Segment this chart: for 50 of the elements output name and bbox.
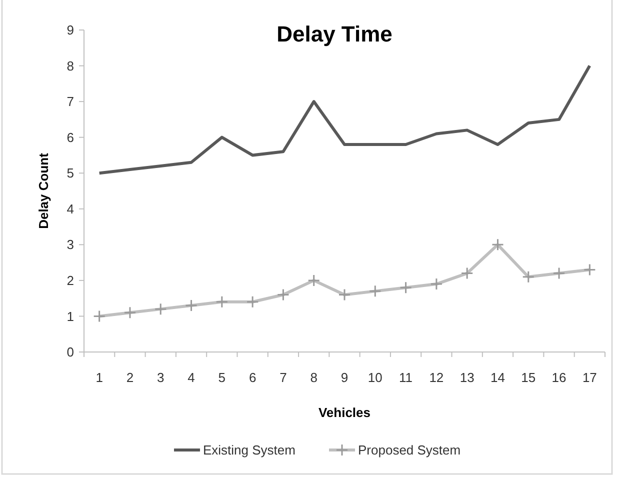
x-tick-label: 10 <box>368 370 382 385</box>
y-tick-label: 6 <box>66 130 74 145</box>
point <box>246 296 259 308</box>
point <box>552 267 566 280</box>
x-tick-label: 5 <box>218 370 226 385</box>
y-tick-label: 2 <box>66 272 74 288</box>
x-tick-label: 12 <box>429 370 444 385</box>
point <box>430 278 443 290</box>
y-tick-label: 5 <box>66 166 74 181</box>
y-tick-label: 3 <box>66 237 74 252</box>
x-tick-label: 14 <box>490 370 505 385</box>
x-tick-label: 15 <box>521 370 536 385</box>
y-tick-label: 9 <box>66 22 74 38</box>
point <box>368 284 382 298</box>
point <box>185 299 198 312</box>
point <box>338 288 351 302</box>
point <box>400 281 412 294</box>
y-tick-label: 4 <box>66 201 74 216</box>
x-tick-label: 8 <box>310 370 318 385</box>
y-tick-label: 7 <box>66 94 74 110</box>
point <box>460 267 474 280</box>
x-tick-label: 16 <box>552 370 566 385</box>
x-tick-label: 7 <box>280 370 287 385</box>
y-axis-title: Delay Count <box>36 152 51 229</box>
line-series <box>98 64 592 175</box>
point <box>308 274 320 287</box>
point <box>93 310 106 322</box>
x-tick-label: 2 <box>126 370 134 385</box>
point <box>154 302 167 316</box>
x-tick-label: 9 <box>340 370 348 385</box>
x-tick-label: 13 <box>460 370 474 385</box>
x-tick-label: 3 <box>157 370 164 385</box>
chart-title: Delay Time <box>276 22 392 47</box>
x-tick-label: 11 <box>399 370 413 385</box>
legend-label: Existing System <box>203 442 296 458</box>
y-tick-label: 0 <box>66 344 74 360</box>
y-tick-label: 1 <box>66 308 74 324</box>
point <box>216 296 228 308</box>
x-tick-label: 4 <box>188 370 195 385</box>
point <box>522 270 535 284</box>
x-tick-label: 1 <box>96 370 103 385</box>
x-tick-label: 17 <box>582 370 597 385</box>
legend-label: Proposed System <box>358 442 461 458</box>
x-tick-label: 6 <box>248 370 256 385</box>
point <box>276 288 290 302</box>
point <box>124 306 136 319</box>
point <box>583 263 596 276</box>
x-axis-title: Vehicles <box>318 405 371 420</box>
y-tick-label: 8 <box>66 58 74 74</box>
point <box>491 238 504 251</box>
